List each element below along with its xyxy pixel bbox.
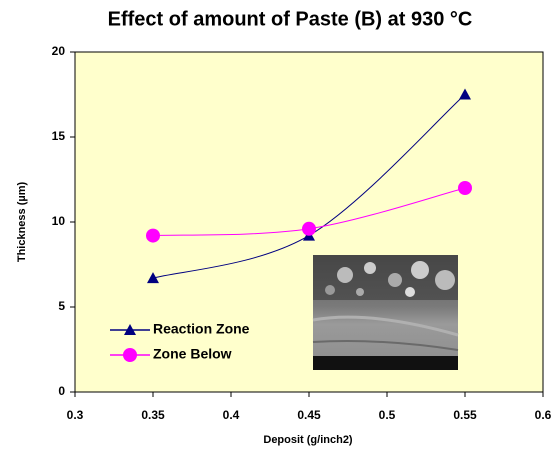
y-tick-label: 10 (52, 214, 66, 228)
inset-image (312, 255, 459, 370)
x-tick-label: 0.5 (379, 408, 396, 422)
data-point (147, 272, 159, 284)
x-tick-label: 0.4 (223, 408, 240, 422)
data-point (302, 221, 316, 236)
y-axis-label: Thickness (µm) (16, 182, 28, 263)
x-tick-label: 0.55 (453, 408, 477, 422)
chart-title: Effect of amount of Paste (B) at 930 °C (108, 8, 473, 30)
x-tick-label: 0.3 (67, 408, 84, 422)
legend-label: Reaction Zone (153, 321, 250, 337)
x-tick-label: 0.6 (535, 408, 552, 422)
x-tick-label: 0.45 (297, 408, 321, 422)
data-point (146, 228, 160, 243)
y-tick-label: 5 (58, 299, 65, 313)
y-tick-label: 20 (52, 44, 66, 58)
data-point (459, 88, 471, 100)
y-tick-label: 15 (52, 129, 66, 143)
y-tick-label: 0 (58, 384, 65, 398)
legend-marker (123, 348, 137, 362)
legend-label: Zone Below (153, 346, 232, 362)
x-tick-label: 0.35 (141, 408, 165, 422)
legend-marker (124, 324, 136, 335)
data-point (458, 181, 472, 195)
x-axis-label: Deposit (g/inch2) (263, 434, 353, 446)
